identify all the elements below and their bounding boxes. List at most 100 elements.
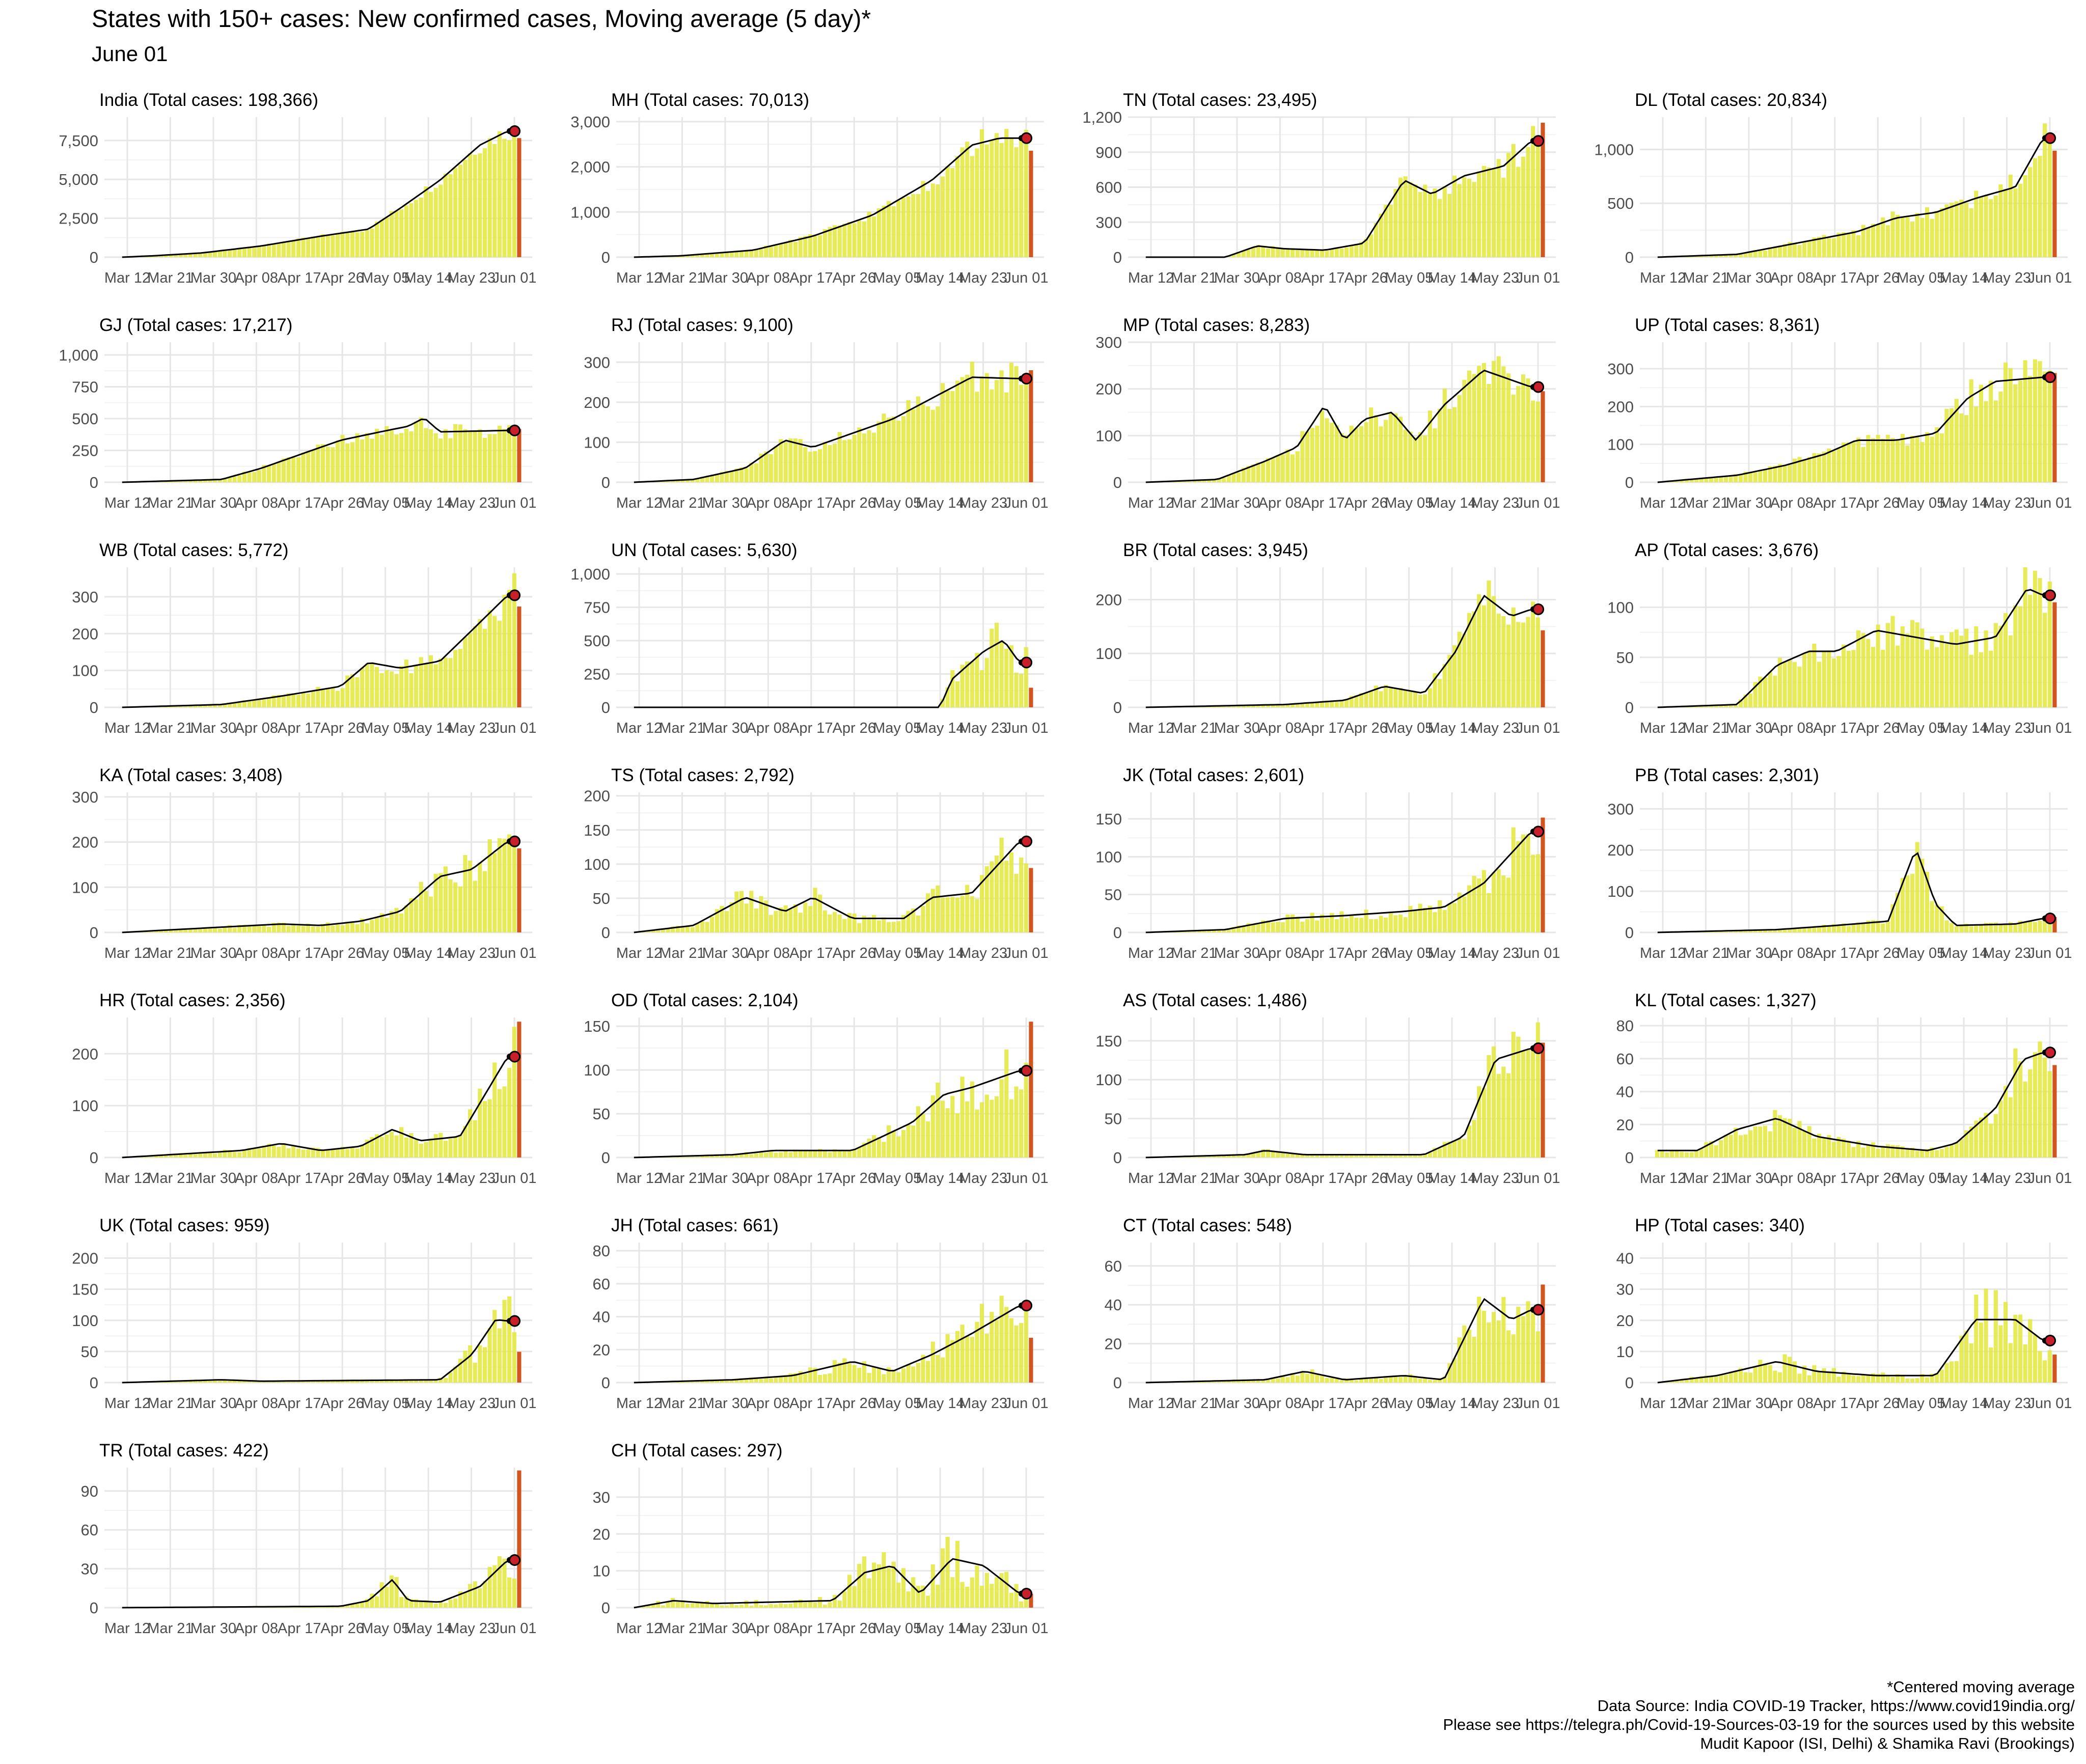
bar xyxy=(1496,1073,1501,1157)
bar xyxy=(296,1381,300,1383)
bar xyxy=(1261,462,1266,482)
bar xyxy=(1743,1372,1748,1383)
bar xyxy=(335,924,340,932)
bar xyxy=(154,256,158,257)
y-tick-label: 0 xyxy=(1113,699,1122,716)
bar xyxy=(2023,1081,2027,1157)
bar xyxy=(994,622,999,707)
x-tick-label: May 05 xyxy=(1385,270,1433,286)
bar xyxy=(448,658,453,707)
bar xyxy=(1890,1376,1895,1383)
bar xyxy=(237,702,242,707)
bar xyxy=(2018,1061,2023,1157)
bar xyxy=(886,1568,891,1608)
bar xyxy=(213,1153,217,1157)
bar xyxy=(355,433,360,482)
bar xyxy=(700,254,705,257)
bar xyxy=(1024,647,1028,707)
bar xyxy=(350,922,354,932)
y-tick-label: 20 xyxy=(593,1341,610,1359)
y-tick-label: 200 xyxy=(72,834,98,851)
x-tick-label: May 14 xyxy=(1940,270,1988,286)
bar xyxy=(950,168,955,257)
bar xyxy=(980,670,984,707)
bar xyxy=(768,1378,773,1383)
bar xyxy=(311,236,315,257)
bar xyxy=(1433,1148,1437,1157)
bar xyxy=(428,1138,433,1157)
bar xyxy=(203,252,207,257)
moving-average-line xyxy=(1145,1298,1534,1384)
bar xyxy=(1276,1151,1280,1157)
bar xyxy=(1541,123,1545,257)
bar xyxy=(1827,448,1831,482)
bar xyxy=(906,1364,911,1383)
x-tick-label: Apr 17 xyxy=(278,495,321,511)
bar xyxy=(1438,408,1442,482)
y-tick-label: 10 xyxy=(593,1562,610,1580)
bar xyxy=(1384,917,1388,932)
bar xyxy=(1851,442,1856,482)
bar xyxy=(242,472,246,482)
bar xyxy=(208,480,212,482)
bar xyxy=(291,923,296,932)
y-tick-label: 0 xyxy=(1625,924,1634,942)
x-tick-label: Apr 17 xyxy=(1813,1395,1856,1412)
bar xyxy=(1797,1121,1802,1157)
bar xyxy=(1734,474,1738,482)
bar xyxy=(1743,930,1748,932)
bar xyxy=(1310,1154,1314,1157)
bar xyxy=(1526,1301,1530,1383)
bar xyxy=(1905,633,1910,707)
bar xyxy=(813,1150,817,1157)
bar xyxy=(1438,1148,1442,1157)
bar xyxy=(1885,434,1890,482)
bar xyxy=(1758,250,1763,257)
x-tick-label: Jun 01 xyxy=(492,945,536,961)
bar xyxy=(739,891,744,932)
bar xyxy=(1974,1294,1979,1383)
bar xyxy=(360,439,365,482)
x-tick-label: Apr 26 xyxy=(320,1395,364,1412)
bar xyxy=(1496,613,1501,707)
x-tick-label: May 14 xyxy=(404,1620,453,1637)
x-tick-label: May 14 xyxy=(1428,270,1476,286)
bar xyxy=(1959,925,1964,932)
facet-title: MP (Total cases: 8,283) xyxy=(1123,315,1310,335)
bar xyxy=(1300,921,1305,932)
bar xyxy=(1777,657,1782,707)
bar xyxy=(705,1155,709,1157)
bar xyxy=(478,429,482,482)
bar xyxy=(725,1155,729,1157)
bar xyxy=(803,447,808,482)
bar xyxy=(443,866,448,932)
bar xyxy=(1029,1338,1033,1383)
bar xyxy=(1231,254,1236,257)
bar xyxy=(178,481,183,482)
bar xyxy=(1797,244,1802,257)
bar xyxy=(424,891,428,932)
bar xyxy=(433,1379,438,1383)
bar xyxy=(1714,477,1718,482)
bar xyxy=(277,243,281,257)
y-tick-label: 5,000 xyxy=(59,171,98,188)
bar xyxy=(876,920,881,932)
bar xyxy=(926,893,930,932)
x-tick-label: May 23 xyxy=(1471,720,1519,736)
bar xyxy=(1231,473,1236,482)
x-tick-label: Mar 21 xyxy=(1683,270,1728,286)
bar xyxy=(1684,479,1689,482)
x-tick-label: Apr 08 xyxy=(1258,720,1302,736)
bar xyxy=(901,1368,906,1383)
bar xyxy=(911,409,916,482)
bar xyxy=(911,1577,916,1608)
bar xyxy=(389,671,394,707)
bar xyxy=(828,1152,832,1157)
bar xyxy=(1207,480,1212,482)
bar xyxy=(414,200,419,257)
latest-average-marker xyxy=(1532,135,1545,147)
bar xyxy=(940,383,945,482)
bar xyxy=(271,464,276,482)
